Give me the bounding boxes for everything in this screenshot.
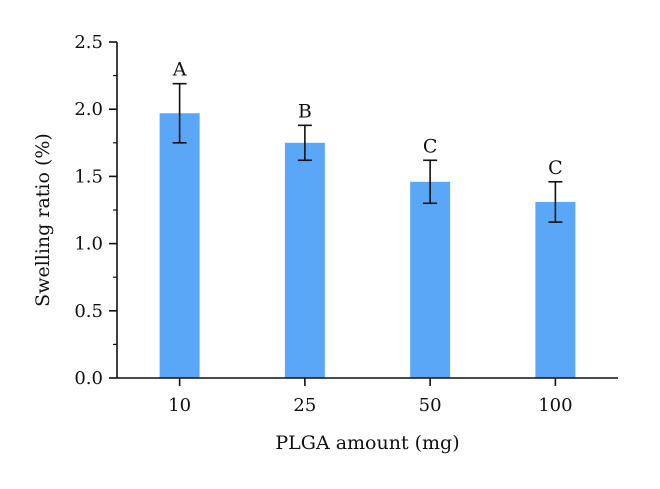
significance-label-10: A	[172, 59, 187, 81]
bar-100	[535, 201, 576, 378]
error-bar-50	[423, 159, 438, 205]
x-ticks-group: 10 25 50 100	[168, 378, 573, 416]
x-tick-label: 10	[168, 395, 191, 416]
error-bar-100	[548, 180, 563, 223]
x-tick-label: 100	[538, 395, 572, 416]
error-bars-group	[172, 82, 563, 223]
x-axis-title: PLGA amount (mg)	[275, 432, 459, 454]
bars-group	[159, 113, 576, 379]
bar-50	[410, 181, 451, 378]
significance-label-25: B	[298, 100, 312, 122]
y-tick-label: 0.0	[74, 368, 103, 389]
significance-label-50: C	[423, 135, 438, 157]
y-axis-title: Swelling ratio (%)	[32, 133, 54, 307]
bar-10	[159, 113, 200, 379]
significance-labels-group: A B C C	[172, 59, 563, 179]
y-tick-label: 2.0	[74, 99, 103, 120]
bar-25	[284, 142, 325, 378]
significance-label-100: C	[548, 157, 563, 179]
y-tick-label: 2.5	[74, 32, 103, 53]
y-tick-label: 0.5	[74, 301, 103, 322]
y-tick-label: 1.0	[74, 234, 103, 255]
y-ticks-group: 0.0 0.5 1.0 1.5 2.0 2.5	[74, 32, 117, 389]
error-bar-25	[297, 124, 312, 162]
y-tick-label: 1.5	[74, 166, 103, 187]
error-bar-10	[172, 82, 187, 144]
x-tick-label: 50	[419, 395, 442, 416]
x-tick-label: 25	[293, 395, 316, 416]
